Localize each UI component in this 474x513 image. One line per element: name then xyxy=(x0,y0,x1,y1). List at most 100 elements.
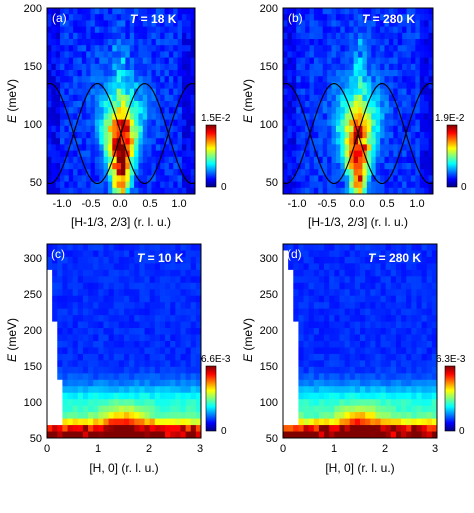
heatmap-cell xyxy=(47,63,52,71)
heatmap-cell xyxy=(287,138,293,145)
heatmap-cell xyxy=(401,431,407,439)
heatmap-cell xyxy=(416,295,422,303)
heatmap-cell xyxy=(406,334,412,342)
heatmap-cell xyxy=(72,373,79,381)
heatmap-cell xyxy=(300,163,306,170)
heatmap-cell xyxy=(327,94,332,102)
heatmap-cell xyxy=(113,431,120,439)
heatmap-cell xyxy=(380,276,387,284)
heatmap-cell xyxy=(385,360,392,368)
heatmap-cell xyxy=(82,250,89,258)
heatmap-cell xyxy=(195,250,202,258)
heatmap-cell xyxy=(98,425,104,432)
heatmap-cell xyxy=(125,32,131,40)
heatmap-cell xyxy=(73,8,78,15)
heatmap-cell xyxy=(327,107,332,114)
heatmap-cell xyxy=(344,132,350,139)
heatmap-cell xyxy=(177,144,183,151)
heatmap-cell xyxy=(125,138,131,145)
heatmap-cell xyxy=(371,14,377,21)
heatmap-cell xyxy=(190,39,196,46)
heatmap-cell xyxy=(291,132,297,139)
heatmap-cell xyxy=(308,353,315,361)
heatmap-cell xyxy=(139,302,145,310)
heatmap-cell xyxy=(154,263,161,271)
heatmap-cell xyxy=(190,431,197,439)
heatmap-cell xyxy=(318,269,325,277)
heatmap-cell xyxy=(129,379,135,387)
heatmap-cell xyxy=(393,169,399,176)
heatmap-cell xyxy=(327,125,332,133)
heatmap-cell xyxy=(112,125,118,133)
heatmap-cell xyxy=(149,244,156,251)
heatmap-cell xyxy=(334,315,340,322)
heatmap-cell xyxy=(67,328,74,335)
heatmap-cell xyxy=(68,101,74,108)
heatmap-cell xyxy=(99,14,104,21)
heatmap-cell xyxy=(159,360,166,368)
heatmap-cell xyxy=(349,353,356,361)
heatmap-cell xyxy=(334,399,340,407)
heatmap-cell xyxy=(283,353,289,361)
heatmap-cell xyxy=(329,321,335,329)
heatmap-cell xyxy=(428,187,434,195)
heatmap-cell xyxy=(164,156,170,164)
heatmap-cell xyxy=(397,63,403,71)
heatmap-cell xyxy=(335,20,341,27)
heatmap-cell xyxy=(353,163,359,170)
heatmap-cell xyxy=(175,328,181,335)
heatmap-cell xyxy=(334,289,340,297)
heatmap-cell xyxy=(318,119,324,127)
heatmap-cell xyxy=(165,244,171,251)
heatmap-cell xyxy=(380,425,387,432)
heatmap-cell xyxy=(431,269,438,277)
heatmap-cell xyxy=(129,418,135,426)
heatmap-cell xyxy=(339,347,345,355)
heatmap-cell xyxy=(406,353,412,361)
heatmap-cell xyxy=(375,88,381,96)
y-tick-150: 150 xyxy=(260,61,278,73)
heatmap-cell xyxy=(103,39,109,46)
heatmap-cell xyxy=(68,26,74,34)
heatmap-cell xyxy=(406,144,412,151)
heatmap-cell xyxy=(98,431,104,439)
heatmap-cell xyxy=(180,321,186,329)
heatmap-cell xyxy=(366,51,372,58)
heatmap-cell xyxy=(291,119,297,127)
heatmap-cell xyxy=(318,418,325,426)
heatmap-cell xyxy=(426,412,433,419)
heatmap-cell xyxy=(165,276,171,284)
heatmap-cell xyxy=(149,250,156,258)
panel-label-d: (d) xyxy=(287,247,302,261)
heatmap-cell xyxy=(426,328,433,335)
heatmap-cell xyxy=(180,315,186,322)
heatmap-cell xyxy=(393,76,399,83)
heatmap-cell xyxy=(88,289,94,297)
heatmap-cell xyxy=(144,315,151,322)
heatmap-cell xyxy=(93,321,99,329)
heatmap-cell xyxy=(416,250,422,258)
heatmap-cell xyxy=(354,334,361,342)
heatmap-cell xyxy=(118,269,125,277)
heatmap-cell xyxy=(293,282,299,290)
heatmap-cell xyxy=(88,295,94,303)
heatmap-cell xyxy=(370,334,376,342)
heatmap-cell xyxy=(72,263,79,271)
heatmap-cell xyxy=(47,70,52,77)
heatmap-cell xyxy=(395,360,402,368)
heatmap-cell xyxy=(160,26,165,34)
heatmap-cell xyxy=(322,132,328,139)
heatmap-cell xyxy=(365,386,371,394)
heatmap-cell xyxy=(82,244,89,251)
heatmap-cell xyxy=(390,353,397,361)
heatmap-cell xyxy=(47,250,53,258)
heatmap-cell xyxy=(416,244,422,251)
heatmap-cell xyxy=(402,20,407,27)
y-tick-100: 100 xyxy=(260,397,278,409)
heatmap-cell xyxy=(98,263,104,271)
heatmap-cell xyxy=(380,334,387,342)
heatmap-cell xyxy=(375,70,381,77)
y-tick-200: 200 xyxy=(260,325,278,337)
heatmap-cell xyxy=(428,113,434,120)
heatmap-cell xyxy=(296,14,302,21)
